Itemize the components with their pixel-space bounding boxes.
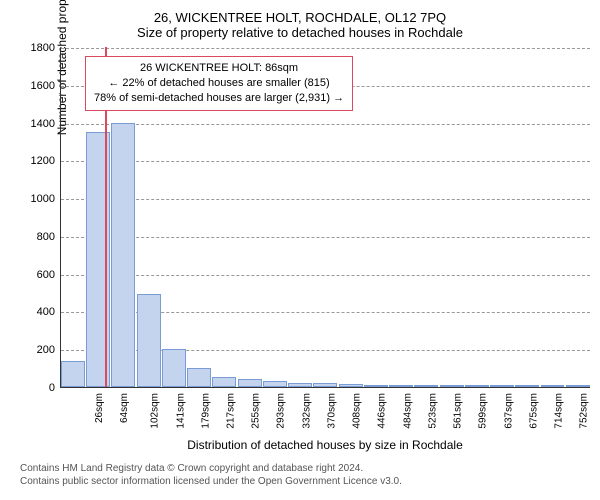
bar xyxy=(541,385,565,387)
info-box-line: 78% of semi-detached houses are larger (… xyxy=(94,91,344,106)
xtick-label: 675sqm xyxy=(528,393,539,429)
bar xyxy=(61,361,85,387)
bar xyxy=(288,383,312,387)
bar xyxy=(137,294,161,387)
bar xyxy=(111,123,135,387)
xtick-label: 446sqm xyxy=(377,393,388,429)
xtick-label: 293sqm xyxy=(276,393,287,429)
ytick-label: 800 xyxy=(15,231,55,243)
bar xyxy=(212,377,236,387)
bar xyxy=(566,385,590,387)
bar xyxy=(465,385,489,387)
ytick-label: 1200 xyxy=(15,155,55,167)
xtick-label: 102sqm xyxy=(150,393,161,429)
gridline xyxy=(61,237,590,238)
bar xyxy=(440,385,464,387)
bar xyxy=(238,379,262,387)
footer-attribution: Contains HM Land Registry data © Crown c… xyxy=(20,462,585,488)
xtick-label: 332sqm xyxy=(301,393,312,429)
bar xyxy=(490,385,514,387)
xtick-label: 561sqm xyxy=(453,393,464,429)
bar xyxy=(162,349,186,387)
bar xyxy=(515,385,539,387)
ytick-label: 1000 xyxy=(15,193,55,205)
ytick-label: 1400 xyxy=(15,118,55,130)
bar xyxy=(263,381,287,387)
footer-line-1: Contains HM Land Registry data © Crown c… xyxy=(20,462,585,475)
ytick-label: 200 xyxy=(15,344,55,356)
info-box-line: 26 WICKENTREE HOLT: 86sqm xyxy=(94,61,344,76)
xtick-label: 523sqm xyxy=(427,393,438,429)
xtick-label: 408sqm xyxy=(352,393,363,429)
bar xyxy=(364,385,388,387)
gridline xyxy=(61,161,590,162)
bar xyxy=(187,368,211,387)
footer-line-2: Contains public sector information licen… xyxy=(20,475,585,488)
ytick-label: 600 xyxy=(15,269,55,281)
xtick-label: 370sqm xyxy=(327,393,338,429)
xtick-label: 141sqm xyxy=(175,393,186,429)
xtick-label: 64sqm xyxy=(119,393,130,423)
xtick-label: 637sqm xyxy=(503,393,514,429)
ytick-label: 400 xyxy=(15,306,55,318)
bar xyxy=(339,384,363,387)
ytick-label: 1800 xyxy=(15,42,55,54)
bar xyxy=(389,385,413,387)
bar xyxy=(414,385,438,387)
xtick-label: 179sqm xyxy=(200,393,211,429)
xtick-label: 714sqm xyxy=(554,393,565,429)
xtick-label: 752sqm xyxy=(579,393,590,429)
gridline xyxy=(61,275,590,276)
xtick-label: 484sqm xyxy=(402,393,413,429)
xtick-label: 599sqm xyxy=(478,393,489,429)
info-box-line: ← 22% of detached houses are smaller (81… xyxy=(94,76,344,91)
chart-container: 26, WICKENTREE HOLT, ROCHDALE, OL12 7PQ … xyxy=(0,0,600,500)
marker-info-box: 26 WICKENTREE HOLT: 86sqm← 22% of detach… xyxy=(85,56,353,111)
ytick-label: 1600 xyxy=(15,80,55,92)
xtick-label: 255sqm xyxy=(251,393,262,429)
gridline xyxy=(61,199,590,200)
chart-title: 26, WICKENTREE HOLT, ROCHDALE, OL12 7PQ xyxy=(15,10,585,25)
gridline xyxy=(61,124,590,125)
gridline xyxy=(61,48,590,49)
bar xyxy=(313,383,337,387)
xtick-label: 217sqm xyxy=(226,393,237,429)
x-axis-label: Distribution of detached houses by size … xyxy=(60,438,590,452)
plot-region: Number of detached properties 26 WICKENT… xyxy=(60,48,590,388)
ytick-label: 0 xyxy=(15,382,55,394)
xtick-label: 26sqm xyxy=(94,393,105,423)
chart-subtitle: Size of property relative to detached ho… xyxy=(15,25,585,40)
